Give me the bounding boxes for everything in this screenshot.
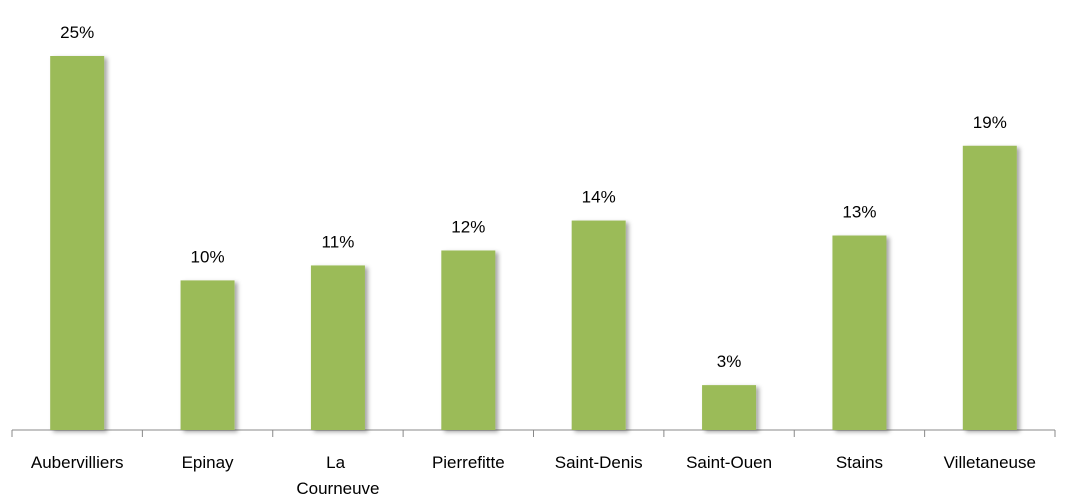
value-label: 10% [191, 247, 225, 266]
x-tick-label: Pierrefitte [432, 453, 505, 472]
value-label: 12% [451, 217, 485, 236]
bar [310, 265, 365, 430]
value-label: 13% [842, 203, 876, 222]
bar [962, 145, 1017, 430]
bar [441, 250, 496, 430]
value-label: 11% [322, 232, 355, 251]
x-tick-label: Villetaneuse [944, 453, 1036, 472]
value-label: 3% [717, 352, 742, 371]
x-tick-label: La Courneuve [296, 453, 379, 498]
x-tick-label: Saint-Denis [555, 453, 643, 472]
x-tick-label: Stains [836, 453, 883, 472]
value-label: 19% [973, 113, 1007, 132]
x-tick-label: Epinay [182, 453, 234, 472]
x-tick-label: Aubervilliers [31, 453, 124, 472]
bar [832, 235, 887, 430]
bar [50, 56, 105, 430]
value-label: 14% [582, 188, 616, 207]
value-label: 25% [60, 23, 94, 42]
bar [702, 385, 757, 430]
bar [180, 280, 235, 430]
bar [571, 220, 626, 430]
x-tick-label: Saint-Ouen [686, 453, 772, 472]
